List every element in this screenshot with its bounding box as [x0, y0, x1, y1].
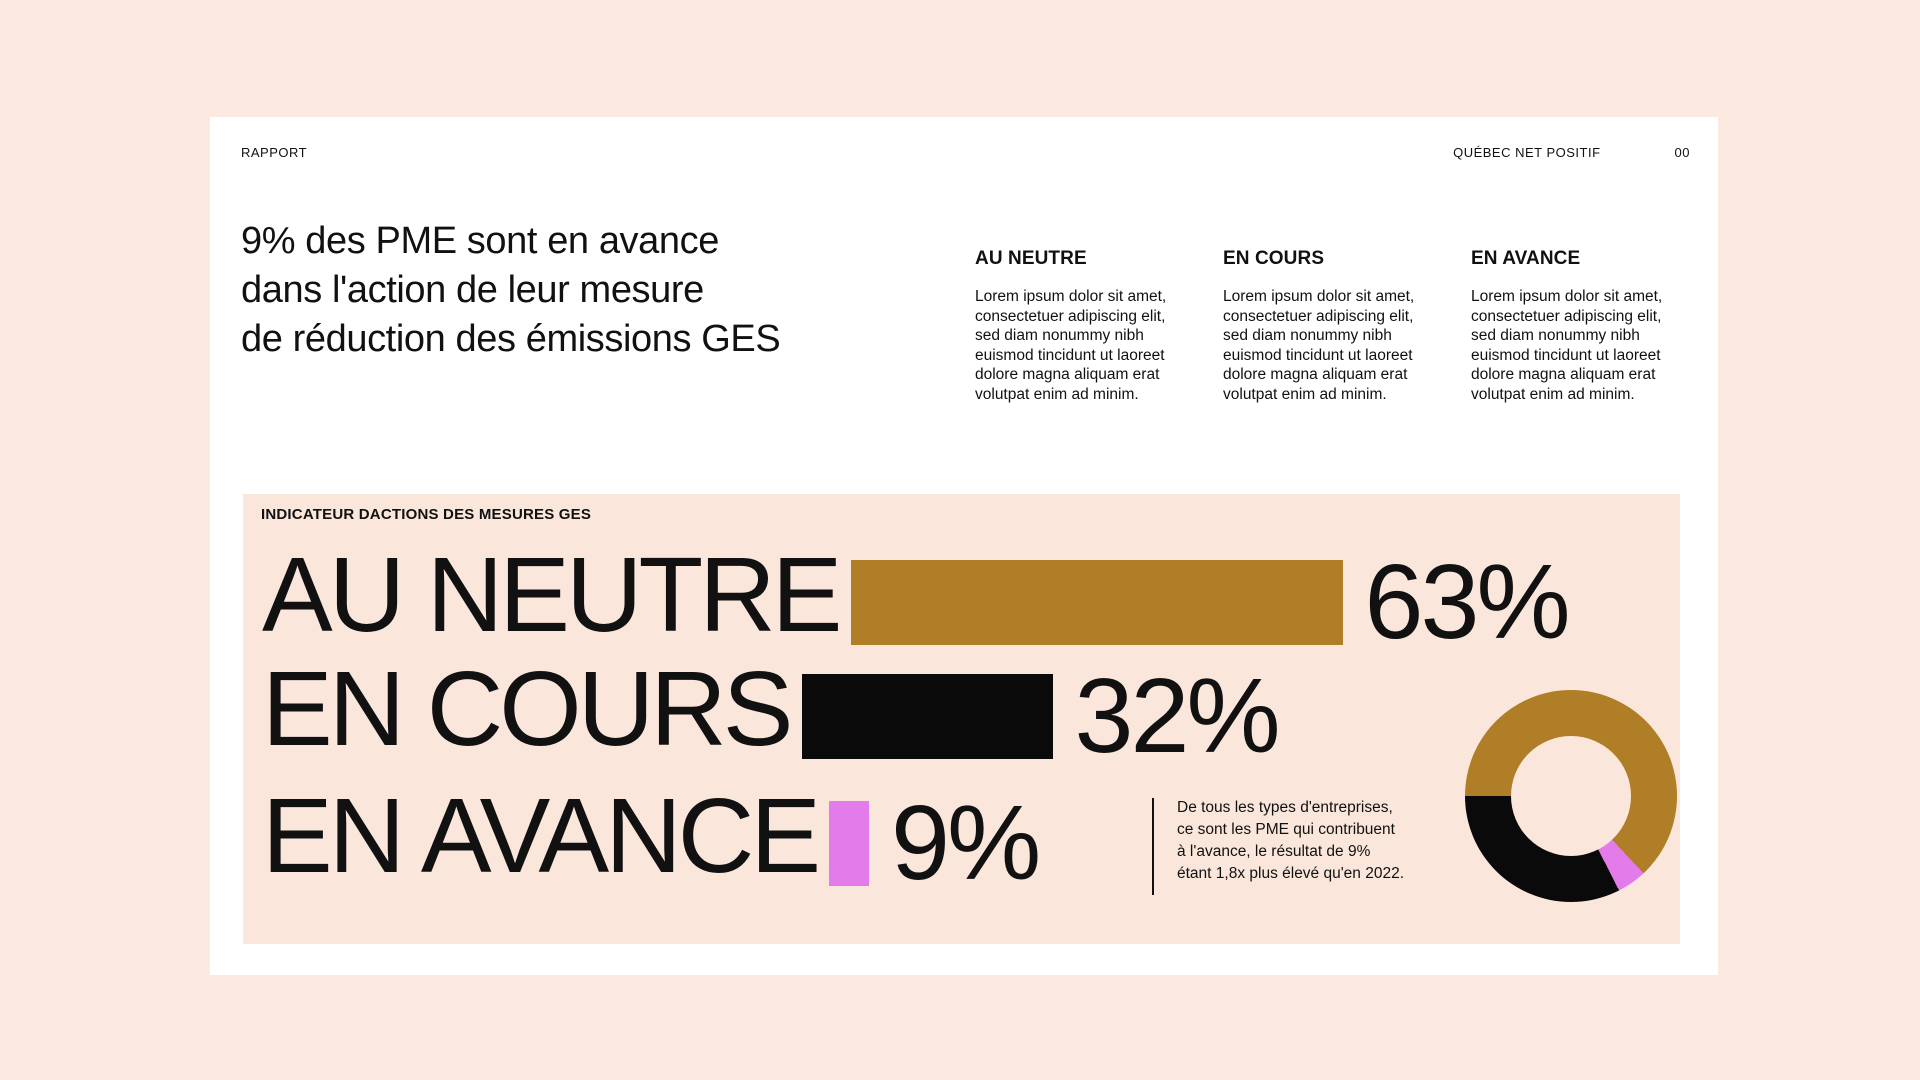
bar-row-label: EN COURS	[262, 650, 794, 768]
bar-value: 9%	[891, 784, 1041, 902]
annotation-line: ce sont les PME qui contribuent	[1177, 821, 1395, 838]
column-au-neutre: AU NEUTRE Lorem ipsum dolor sit amet, co…	[975, 248, 1193, 404]
title-line-2: dans l'action de leur mesure	[241, 269, 704, 311]
bar-row-en-cours: EN COURS 32%	[262, 656, 1281, 775]
annotation-line: De tous les types d'entreprises,	[1177, 799, 1393, 816]
body-line: dolore magna aliquam erat	[1223, 366, 1408, 383]
bar-en-cours	[801, 674, 1053, 759]
bar-row-au-neutre: AU NEUTRE 63%	[262, 542, 1571, 661]
bar-row-label: EN AVANCE	[262, 777, 821, 895]
column-heading: EN COURS	[1223, 248, 1325, 269]
body-line: Lorem ipsum dolor sit amet,	[1223, 288, 1415, 305]
donut-chart	[1465, 690, 1677, 902]
intro-columns: AU NEUTRE Lorem ipsum dolor sit amet, co…	[975, 248, 1689, 404]
column-body: Lorem ipsum dolor sit amet, consectetuer…	[1223, 287, 1441, 404]
donut-hole	[1511, 736, 1631, 856]
brand-label: QUÉBEC NET POSITIF	[1453, 145, 1601, 160]
column-body: Lorem ipsum dolor sit amet, consectetuer…	[1471, 287, 1689, 404]
page-title: 9% des PME sont en avance dans l'action …	[241, 217, 781, 364]
title-line-1: 9% des PME sont en avance	[241, 220, 719, 262]
annotation-line: étant 1,8x plus élevé qu'en 2022.	[1177, 865, 1405, 882]
body-line: volutpat enim ad minim.	[1223, 385, 1387, 403]
body-line: euismod tincidunt ut laoreet	[1223, 346, 1413, 364]
bar-row-label: AU NEUTRE	[262, 536, 843, 654]
body-line: volutpat enim ad minim.	[1471, 385, 1635, 403]
body-line: dolore magna aliquam erat	[1471, 366, 1656, 383]
column-body: Lorem ipsum dolor sit amet, consectetuer…	[975, 287, 1193, 404]
body-line: sed diam nonummy nibh	[975, 327, 1144, 344]
annotation: De tous les types d'entreprises, ce sont…	[1177, 797, 1404, 885]
body-line: consectetuer adipiscing elit,	[1471, 307, 1662, 325]
annotation-line: à l'avance, le résultat de 9%	[1177, 843, 1371, 860]
body-line: volutpat enim ad minim.	[975, 385, 1139, 403]
annotation-divider	[1152, 798, 1154, 895]
body-line: sed diam nonummy nibh	[1223, 327, 1392, 344]
bar-value: 63%	[1364, 543, 1571, 661]
body-line: euismod tincidunt ut laoreet	[975, 346, 1165, 364]
body-line: consectetuer adipiscing elit,	[975, 307, 1166, 325]
column-heading: EN AVANCE	[1471, 248, 1581, 269]
report-card: RAPPORT QUÉBEC NET POSITIF 00 9% des PME…	[210, 117, 1718, 975]
column-en-cours: EN COURS Lorem ipsum dolor sit amet, con…	[1223, 248, 1441, 404]
body-line: dolore magna aliquam erat	[975, 366, 1160, 383]
bar-en-avance	[829, 801, 870, 886]
title-line-3: de réduction des émissions GES	[241, 318, 781, 360]
body-line: euismod tincidunt ut laoreet	[1471, 346, 1661, 364]
bar-au-neutre	[850, 560, 1343, 645]
header-right: QUÉBEC NET POSITIF 00	[1453, 145, 1690, 160]
body-line: Lorem ipsum dolor sit amet,	[975, 288, 1167, 305]
body-line: sed diam nonummy nibh	[1471, 327, 1640, 344]
body-line: Lorem ipsum dolor sit amet,	[1471, 288, 1663, 305]
panel-label: INDICATEUR DACTIONS DES MESURES GES	[261, 506, 592, 523]
page-number: 00	[1674, 145, 1690, 160]
bar-row-en-avance: EN AVANCE 9%	[262, 783, 1041, 902]
header: RAPPORT QUÉBEC NET POSITIF 00	[241, 145, 1690, 160]
column-en-avance: EN AVANCE Lorem ipsum dolor sit amet, co…	[1471, 248, 1689, 404]
bar-value: 32%	[1074, 657, 1281, 775]
chart-panel: INDICATEUR DACTIONS DES MESURES GES AU N…	[243, 494, 1680, 944]
report-label: RAPPORT	[241, 145, 308, 160]
body-line: consectetuer adipiscing elit,	[1223, 307, 1414, 325]
column-heading: AU NEUTRE	[975, 248, 1087, 269]
